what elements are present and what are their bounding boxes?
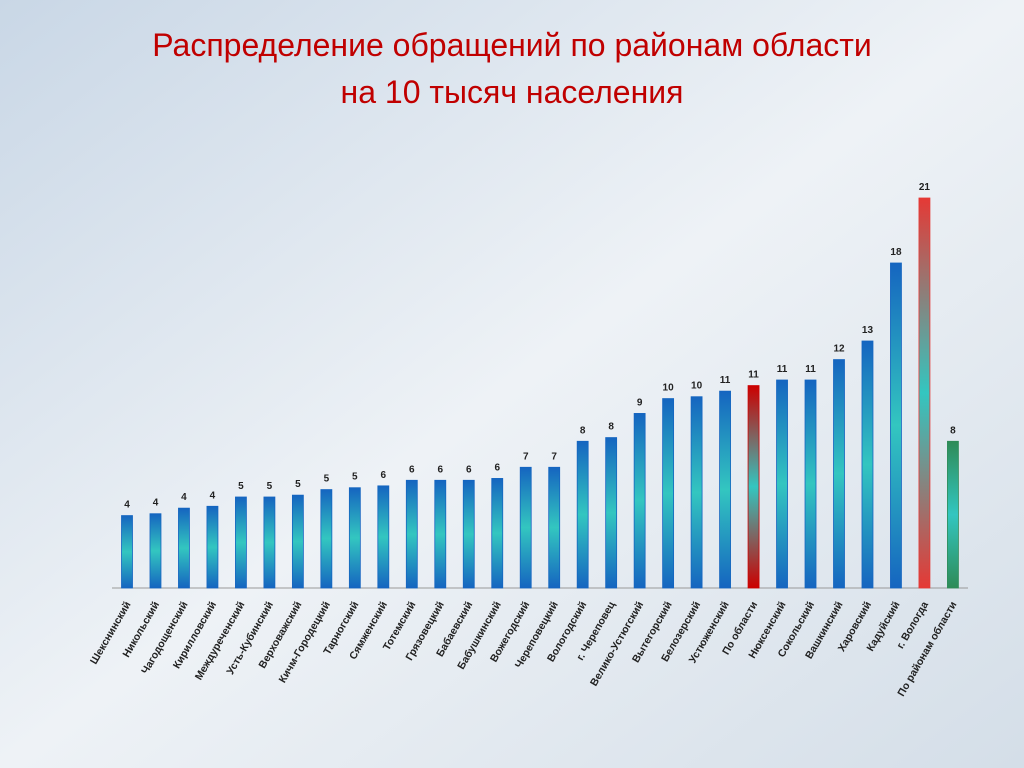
value-label: 6: [437, 464, 443, 475]
bar: [576, 440, 589, 589]
bar: [291, 494, 304, 589]
bar: [833, 359, 845, 589]
value-label: 5: [238, 481, 244, 492]
value-label: 21: [919, 182, 931, 193]
value-label: 13: [862, 325, 874, 336]
value-label: 12: [833, 344, 845, 355]
bar: [263, 496, 276, 589]
value-label: 5: [324, 474, 330, 485]
chart-title: на 10 тысяч населения: [341, 74, 684, 110]
value-label: 11: [748, 370, 759, 381]
bar: [690, 396, 703, 589]
value-label: 4: [153, 498, 159, 509]
bar: [491, 478, 504, 589]
bar: [719, 390, 731, 589]
bar: [377, 485, 390, 589]
value-label: 7: [551, 451, 557, 462]
value-label: 11: [720, 375, 731, 386]
value-label: 11: [777, 364, 788, 375]
bar: [890, 262, 902, 589]
bar: [947, 440, 959, 589]
bar: [918, 197, 931, 589]
value-label: 4: [181, 492, 187, 503]
value-label: 8: [608, 422, 614, 433]
bar: [747, 385, 760, 589]
bar: [804, 379, 817, 589]
value-label: 5: [267, 481, 273, 492]
value-label: 10: [691, 381, 703, 392]
bar: [519, 466, 532, 589]
bar: [206, 505, 219, 589]
bar: [776, 379, 788, 589]
value-label: 7: [523, 451, 529, 462]
value-label: 4: [210, 490, 216, 501]
value-label: 6: [494, 462, 500, 473]
value-label: 10: [663, 383, 675, 394]
value-label: 9: [637, 397, 643, 408]
bar: [235, 496, 247, 589]
bar: [434, 479, 447, 589]
chart-title: Распределение обращений по районам облас…: [152, 27, 872, 63]
bar: [348, 487, 361, 589]
bar: [548, 466, 561, 589]
bar: [633, 413, 646, 589]
value-label: 6: [381, 470, 387, 481]
bar: [662, 398, 675, 589]
value-label: 5: [295, 479, 301, 490]
bar: [605, 437, 618, 589]
value-label: 6: [409, 464, 415, 475]
value-label: 6: [466, 464, 472, 475]
bar: [178, 507, 190, 589]
value-label: 8: [950, 425, 956, 436]
bar: [861, 340, 874, 589]
value-label: 11: [805, 364, 816, 375]
bar: [121, 515, 133, 589]
value-label: 8: [580, 425, 586, 436]
bar: [462, 479, 475, 589]
bar: [320, 489, 333, 589]
bar: [149, 513, 162, 589]
value-label: 4: [124, 500, 130, 511]
value-label: 5: [352, 472, 358, 483]
value-label: 18: [890, 247, 902, 258]
bar: [405, 479, 418, 589]
